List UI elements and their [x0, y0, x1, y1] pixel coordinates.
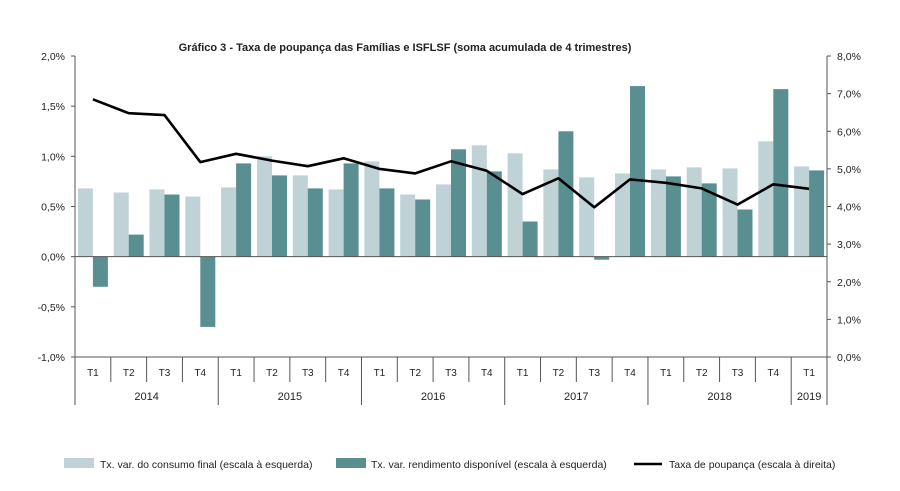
consumption-bar [292, 175, 308, 257]
consumption-bar [436, 184, 451, 257]
quarter-label: T1 [517, 368, 529, 379]
consumption-bar [650, 169, 666, 257]
savings-line-group [92, 98, 810, 209]
quarter-label: T2 [409, 368, 421, 379]
income-bar [451, 149, 466, 257]
income-bar [630, 86, 645, 257]
year-label: 2014 [134, 391, 158, 403]
income-bar [558, 131, 574, 257]
quarter-label: T1 [230, 368, 242, 379]
income-bar [522, 221, 538, 257]
income-bars-group [92, 86, 825, 327]
right-tick-label: 2,0% [837, 277, 861, 289]
left-tick-label: -0,5% [38, 302, 65, 314]
consumption-bar [113, 192, 129, 257]
year-label: 2016 [421, 391, 445, 403]
income-bar [307, 188, 323, 257]
income-bar [343, 163, 359, 257]
consumption-bar [364, 161, 380, 257]
quarter-label: T1 [803, 368, 815, 379]
left-tick-label: -1,0% [38, 352, 65, 364]
income-bar [737, 209, 753, 257]
quarter-label: T3 [732, 368, 744, 379]
consumption-bar [507, 153, 523, 257]
consumption-bar [686, 167, 702, 257]
income-bar [92, 256, 108, 287]
consumption-bar [185, 196, 201, 257]
consumption-bar [471, 145, 487, 257]
right-tick-label: 0,0% [837, 352, 861, 364]
consumption-bar [221, 187, 237, 257]
quarter-label: T3 [445, 368, 457, 379]
quarter-label: T4 [338, 368, 350, 379]
right-tick-label: 7,0% [837, 89, 861, 101]
quarter-label: T2 [553, 368, 565, 379]
income-bar [773, 89, 789, 257]
income-bar [665, 176, 681, 257]
income-bar [415, 199, 431, 257]
income-bar [486, 171, 502, 257]
consumption-bar [615, 173, 630, 257]
legend-income-label: Tx. var. rendimento disponível (escala à… [371, 459, 607, 471]
right-tick-label: 4,0% [837, 202, 861, 214]
consumption-bar [328, 189, 344, 257]
quarter-label: T4 [194, 368, 206, 379]
consumption-bar [400, 194, 416, 257]
consumption-bar [794, 166, 810, 257]
income-bar [236, 163, 252, 257]
right-tick-label: 8,0% [837, 51, 861, 63]
left-tick-label: 0,5% [41, 202, 65, 214]
quarter-label: T3 [159, 368, 171, 379]
legend: Tx. var. do consumo final (escala à esqu… [64, 458, 835, 471]
income-bar [200, 256, 216, 327]
left-tick-label: 0,0% [41, 252, 65, 264]
quarter-label: T1 [87, 368, 99, 379]
income-bar [128, 234, 144, 257]
legend-consumption-label: Tx. var. do consumo final (escala à esqu… [100, 459, 312, 471]
quarter-label: T2 [266, 368, 278, 379]
consumption-bar [257, 156, 272, 257]
right-tick-label: 6,0% [837, 126, 861, 138]
income-bar [701, 183, 717, 257]
income-bar [272, 175, 287, 257]
left-tick-label: 2,0% [41, 51, 65, 63]
legend-consumption-swatch [64, 458, 94, 468]
income-bar [164, 194, 180, 257]
quarter-label: T1 [660, 368, 672, 379]
quarter-label: T3 [588, 368, 600, 379]
quarter-label: T3 [302, 368, 314, 379]
axes-group: -1,0% -0,5% 0,0% 0,5% 1,0% 1,5% 2,0% 0,0% 1,0% 2,… [38, 51, 861, 405]
year-label: 2015 [278, 391, 302, 403]
year-label: 2019 [797, 391, 821, 403]
quarter-label: T4 [481, 368, 493, 379]
consumption-bar [77, 188, 93, 257]
right-tick-label: 1,0% [837, 314, 861, 326]
legend-income-swatch [336, 458, 366, 468]
legend-savings-label: Taxa de poupança (escala à direita) [669, 459, 835, 471]
consumption-bar [149, 189, 165, 257]
left-tick-label: 1,5% [41, 101, 65, 113]
income-bar [809, 170, 825, 257]
consumption-bars-group [77, 141, 810, 257]
consumption-bar [722, 168, 738, 257]
savings-rate-line [92, 98, 810, 209]
quarter-label: T1 [374, 368, 386, 379]
quarter-label: T2 [696, 368, 708, 379]
income-bar [379, 188, 395, 257]
quarter-label: T2 [123, 368, 135, 379]
consumption-bar [579, 177, 595, 257]
year-label: 2017 [564, 391, 588, 403]
consumption-bar [543, 169, 559, 257]
year-label: 2018 [707, 391, 731, 403]
consumption-bar [758, 141, 774, 257]
right-tick-label: 5,0% [837, 164, 861, 176]
left-tick-label: 1,0% [41, 151, 65, 163]
chart-title: Gráfico 3 - Taxa de poupança das Família… [179, 42, 632, 54]
quarter-label: T4 [767, 368, 779, 379]
right-tick-label: 3,0% [837, 239, 861, 251]
quarter-label: T4 [624, 368, 636, 379]
income-bar [594, 256, 610, 260]
